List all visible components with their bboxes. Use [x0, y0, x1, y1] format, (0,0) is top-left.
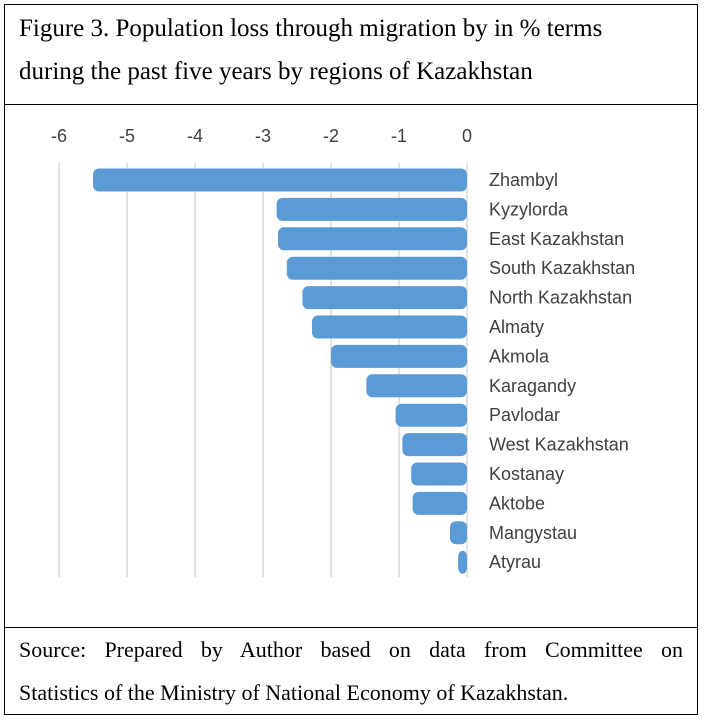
- category-labels: Zhambyl Kyzylorda East Kazakhstan South Kaz…: [489, 170, 635, 572]
- bar: [276, 197, 467, 221]
- bar: [366, 374, 467, 398]
- category-label: Kostanay: [489, 464, 564, 484]
- figure-title: Figure 3. Population loss through migrat…: [5, 5, 697, 105]
- bar: [412, 491, 467, 515]
- category-label: Pavlodar: [489, 405, 560, 425]
- category-label: East Kazakhstan: [489, 229, 624, 249]
- category-label: Zhambyl: [489, 170, 558, 190]
- bar: [458, 550, 467, 574]
- x-tick-label: -3: [255, 126, 271, 146]
- x-tick-label: -5: [119, 126, 135, 146]
- category-label: Kyzylorda: [489, 199, 569, 219]
- bars: [93, 168, 467, 574]
- category-label: South Kazakhstan: [489, 258, 635, 278]
- bar: [411, 462, 467, 486]
- figure-frame: Figure 3. Population loss through migrat…: [4, 4, 698, 715]
- figure-source: Source: Prepared by Author based on data…: [5, 627, 697, 714]
- bar: [277, 227, 467, 251]
- source-line-2: Statistics of the Ministry of National E…: [19, 680, 569, 705]
- bar: [93, 168, 467, 192]
- category-label: Karagandy: [489, 376, 576, 396]
- x-tick-label: -4: [187, 126, 203, 146]
- x-tick-label: -1: [391, 126, 407, 146]
- category-label: Akmola: [489, 346, 550, 366]
- x-tick-labels: -6 -5 -4 -3 -2 -1 0: [51, 126, 472, 146]
- bar: [450, 521, 467, 545]
- category-label: Atyrau: [489, 552, 541, 572]
- x-tick-label: -6: [51, 126, 67, 146]
- bar: [331, 344, 467, 368]
- bar: [302, 286, 467, 310]
- x-tick-label: -2: [323, 126, 339, 146]
- bar: [402, 433, 467, 457]
- gridlines: [58, 163, 468, 577]
- category-label: West Kazakhstan: [489, 435, 629, 455]
- x-tick-label: 0: [462, 126, 472, 146]
- bar: [311, 315, 467, 339]
- figure-title-line-1: Figure 3. Population loss through migrat…: [19, 15, 603, 42]
- category-label: Aktobe: [489, 493, 545, 513]
- category-label: North Kazakhstan: [489, 288, 632, 308]
- category-label: Almaty: [489, 317, 544, 337]
- figure-title-line-2: during the past five years by regions of…: [19, 58, 533, 85]
- category-label: Mangystau: [489, 523, 577, 543]
- source-line-1: Source: Prepared by Author based on data…: [19, 637, 683, 662]
- bar: [286, 256, 467, 280]
- bar: [395, 403, 467, 427]
